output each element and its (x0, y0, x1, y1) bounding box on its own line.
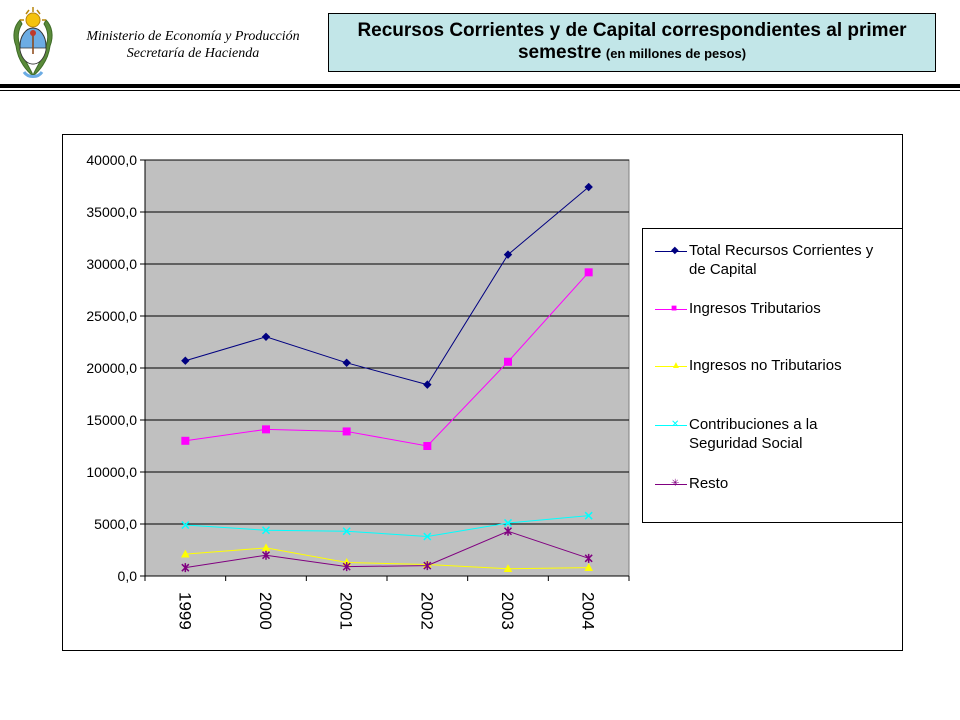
x-tick-label: 2003 (498, 592, 517, 630)
ministry-line1: Ministerio de Economía y Producción (86, 29, 300, 44)
chart-legend: ◆ Total Recursos Corrientes y de Capital ■ I… (642, 228, 903, 523)
data-point-s5-1999 (181, 563, 190, 573)
data-point-s5-2004 (584, 553, 593, 563)
legend-marker-icon: ✳ (671, 478, 680, 489)
header-rule-thick (0, 84, 960, 88)
series-line-5 (185, 530, 589, 569)
data-point-s5-2001 (342, 562, 351, 572)
data-point-s2-2004 (584, 268, 593, 277)
legend-marker-icon: ◆ (671, 245, 679, 256)
legend-line-swatch (655, 251, 687, 252)
data-point-s3-2003 (503, 564, 513, 573)
y-tick-label: 30000,0 (86, 256, 137, 272)
y-tick-label: 15000,0 (86, 412, 137, 428)
data-point-s2-2000 (262, 425, 270, 434)
series-line-3 (185, 547, 589, 570)
x-tick-label: 2001 (337, 592, 356, 630)
ministry-line2: Secretaría de Hacienda (126, 46, 260, 61)
page-title: Recursos Corrientes y de Capital corresp… (357, 20, 907, 63)
page-subtitle: (en millones de pesos) (605, 46, 747, 61)
legend-label-line1: Ingresos Tributarios (689, 300, 821, 317)
page-title-box: Recursos Corrientes y de Capital corresp… (328, 13, 936, 72)
legend-marker-icon: ✕ (671, 419, 680, 430)
data-point-s4-2000 (261, 526, 271, 535)
data-point-s1-1999 (181, 356, 190, 365)
legend-label-line1: Resto (689, 475, 729, 492)
legend-label-line2: de Capital (689, 261, 757, 278)
header-rule-thin (0, 90, 960, 91)
line-chart: 0,0 5000,0 10000,0 15000,0 20000,0 25000,0 300… (86, 152, 630, 630)
data-point-s1-2001 (342, 358, 351, 368)
legend-line-swatch (655, 484, 687, 485)
y-tick-label: 5000,0 (94, 516, 137, 532)
data-point-s4-2002 (423, 532, 432, 541)
data-point-s2-2003 (504, 357, 512, 366)
legend-line-swatch (655, 425, 687, 426)
data-point-s1-2003 (503, 250, 513, 259)
legend-label: Total Recursos Corrientes y de Capital (689, 241, 901, 279)
series-line-1 (185, 186, 589, 386)
data-point-s5-2003 (503, 526, 513, 536)
data-point-s5-2002 (423, 561, 432, 571)
data-point-s3-1999 (180, 549, 190, 558)
data-point-s1-2004 (584, 182, 593, 192)
data-point-s5-2000 (261, 550, 271, 560)
x-tick-label: 2002 (417, 592, 436, 630)
series-line-4 (185, 515, 589, 537)
header-branding: Ministerio de Economía y Producción Secr… (4, 4, 322, 86)
legend-line-swatch (655, 309, 687, 310)
data-point-s2-2001 (342, 427, 351, 436)
data-point-s2-2002 (423, 442, 432, 450)
data-point-s4-1999 (181, 521, 190, 530)
legend-label-line1: Total Recursos Corrientes y (689, 242, 874, 259)
y-tick-label: 40000,0 (86, 152, 137, 168)
y-tick-label: 35000,0 (86, 204, 137, 220)
coat-of-arms-icon (13, 7, 53, 78)
legend-label-line1: Ingresos no Tributarios (689, 357, 842, 374)
x-tick-label: 1999 (175, 592, 194, 630)
legend-label-line2: Seguridad Social (689, 435, 803, 452)
data-point-s4-2004 (584, 511, 593, 520)
y-tick-label: 10000,0 (86, 464, 137, 480)
x-tick-label: 2004 (579, 592, 598, 630)
data-point-s4-2001 (342, 527, 351, 536)
y-tick-label: 25000,0 (86, 308, 137, 324)
legend-label-line1: Contribuciones a la (689, 416, 818, 433)
data-point-s1-2002 (423, 380, 432, 389)
legend-label: Resto (689, 474, 901, 493)
legend-label: Ingresos Tributarios (689, 299, 901, 318)
y-tick-label: 0,0 (118, 568, 138, 584)
legend-label: Contribuciones a la Seguridad Social (689, 415, 901, 453)
legend-label: Ingresos no Tributarios (689, 356, 901, 375)
data-point-s3-2004 (584, 563, 594, 571)
legend-marker-icon: ■ (671, 303, 678, 314)
x-tick-label: 2000 (256, 592, 275, 630)
data-point-s2-1999 (181, 436, 190, 445)
legend-marker-icon: ▲ (671, 360, 681, 371)
y-tick-label: 20000,0 (86, 360, 137, 376)
legend-line-swatch (655, 366, 687, 367)
data-point-s4-2003 (503, 518, 513, 527)
ministry-name: Ministerio de Economía y Producción Secr… (62, 28, 324, 62)
series-line-2 (185, 271, 590, 447)
data-point-s1-2000 (261, 332, 271, 342)
